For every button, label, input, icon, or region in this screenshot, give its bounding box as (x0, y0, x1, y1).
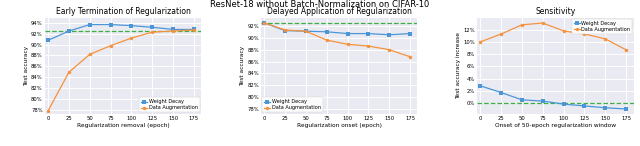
Legend: Weight Decay, Data Augmentation: Weight Decay, Data Augmentation (140, 97, 200, 112)
Weight Decay (86, 24, 93, 25)
Line: Data Augmentation: Data Augmentation (262, 21, 412, 59)
Data Augmentation (580, 33, 588, 35)
Data Augmentation (281, 29, 289, 31)
Line: Weight Decay: Weight Decay (46, 23, 196, 42)
Weight Decay (539, 100, 547, 102)
Legend: Weight Decay, Data Augmentation: Weight Decay, Data Augmentation (572, 19, 632, 34)
Line: Data Augmentation: Data Augmentation (46, 28, 196, 112)
Weight Decay (148, 26, 156, 28)
Weight Decay (477, 85, 484, 87)
Weight Decay (622, 108, 630, 110)
Data Augmentation (344, 43, 351, 45)
Weight Decay (302, 30, 310, 32)
X-axis label: Regularization removal (epoch): Regularization removal (epoch) (77, 123, 170, 128)
Weight Decay (127, 25, 135, 27)
Weight Decay (560, 103, 568, 105)
Legend: Weight Decay, Data Augmentation: Weight Decay, Data Augmentation (262, 97, 323, 112)
Data Augmentation (190, 29, 198, 31)
Y-axis label: Test accuracy: Test accuracy (240, 46, 245, 86)
Data Augmentation (148, 31, 156, 33)
Weight Decay (518, 99, 526, 101)
X-axis label: Regularization onset (epoch): Regularization onset (epoch) (297, 123, 381, 128)
Title: Sensitivity: Sensitivity (535, 7, 575, 16)
Data Augmentation (622, 49, 630, 51)
Weight Decay (44, 39, 52, 41)
Title: Early Termination of Regularization: Early Termination of Regularization (56, 7, 191, 16)
Data Augmentation (107, 45, 115, 47)
Weight Decay (497, 92, 505, 93)
Weight Decay (365, 33, 372, 34)
Weight Decay (580, 105, 588, 107)
Data Augmentation (365, 45, 372, 47)
Weight Decay (169, 29, 177, 30)
Weight Decay (281, 30, 289, 32)
Weight Decay (344, 33, 351, 34)
Data Augmentation (323, 39, 330, 41)
Weight Decay (260, 22, 268, 24)
Data Augmentation (86, 53, 93, 55)
Weight Decay (107, 24, 115, 25)
Data Augmentation (260, 22, 268, 24)
Data Augmentation (302, 30, 310, 32)
Data Augmentation (477, 41, 484, 43)
Y-axis label: Test accuracy: Test accuracy (24, 46, 29, 86)
Line: Weight Decay: Weight Decay (479, 84, 628, 111)
Weight Decay (385, 34, 393, 36)
Data Augmentation (518, 24, 526, 26)
Data Augmentation (385, 49, 393, 51)
Weight Decay (406, 33, 414, 34)
Data Augmentation (560, 30, 568, 32)
Data Augmentation (169, 30, 177, 32)
Data Augmentation (406, 56, 414, 58)
Text: ResNet-18 without Batch-Normalization on CIFAR-10: ResNet-18 without Batch-Normalization on… (211, 0, 429, 9)
Weight Decay (65, 30, 73, 32)
Data Augmentation (65, 71, 73, 73)
Weight Decay (602, 107, 609, 109)
Line: Data Augmentation: Data Augmentation (479, 21, 628, 52)
Weight Decay (323, 31, 330, 33)
Y-axis label: Test accuracy increase: Test accuracy increase (456, 32, 461, 99)
Data Augmentation (127, 37, 135, 39)
Data Augmentation (602, 38, 609, 40)
Weight Decay (190, 29, 198, 30)
Line: Weight Decay: Weight Decay (262, 21, 412, 36)
Title: Delayed Application of Regularization: Delayed Application of Regularization (267, 7, 412, 16)
X-axis label: Onset of 50-epoch regularization window: Onset of 50-epoch regularization window (495, 123, 616, 128)
Data Augmentation (539, 22, 547, 24)
Data Augmentation (497, 33, 505, 35)
Data Augmentation (44, 110, 52, 112)
